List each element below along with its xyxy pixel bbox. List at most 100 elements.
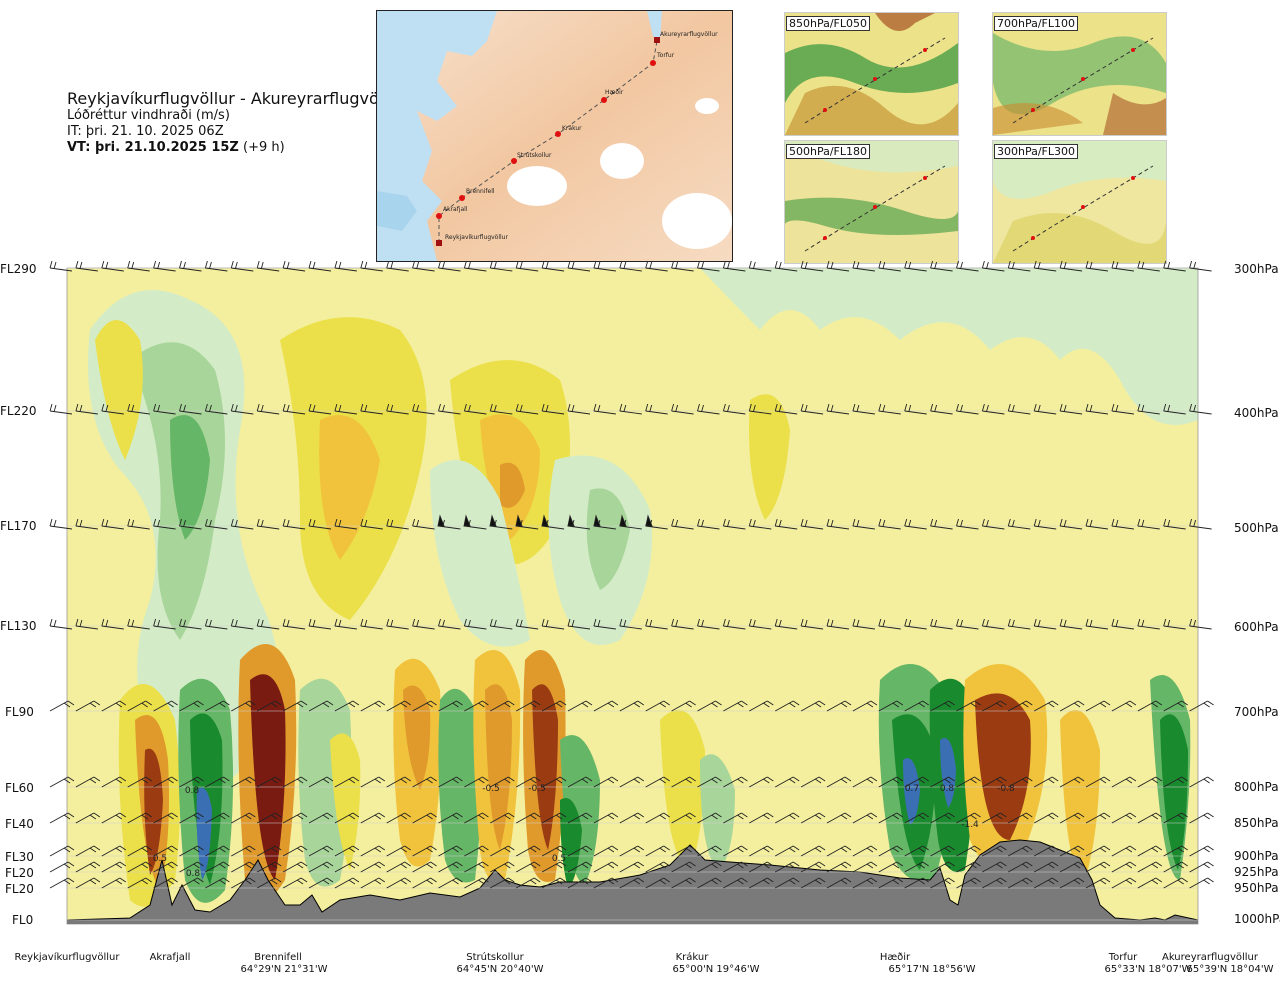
wind-barb <box>490 861 515 873</box>
wind-barb <box>75 776 101 788</box>
up-lobe-2-core <box>319 415 380 560</box>
wind-barb <box>722 260 746 272</box>
wind-barb <box>360 776 386 788</box>
wind-barb <box>386 861 411 873</box>
wind-barb <box>49 260 73 272</box>
wind-barb <box>982 700 1007 712</box>
wind-barb <box>204 518 228 530</box>
wind-barb <box>153 618 176 630</box>
panel-700-label: 700hPa/FL100 <box>994 16 1079 31</box>
wind-barb <box>956 845 981 857</box>
wind-barb <box>179 618 202 630</box>
wind-barb <box>619 700 645 712</box>
annotation-value: -0.8 <box>997 784 1015 794</box>
wind-flag <box>489 514 497 527</box>
wind-barb <box>748 260 772 272</box>
wind-barb <box>515 403 539 415</box>
wind-flag <box>593 514 601 527</box>
route-point-name: Akrafjall <box>150 952 191 963</box>
wind-barb <box>1007 618 1031 630</box>
wind-barb <box>334 845 360 857</box>
wind-barb <box>49 877 75 889</box>
up-lobe-4 <box>749 394 790 520</box>
wind-barb <box>619 776 645 788</box>
up-lobe-3-core <box>500 462 525 508</box>
wind-barb <box>904 518 927 530</box>
wind-barb <box>852 877 878 889</box>
wind-barb <box>1033 618 1057 630</box>
map-label-brennifell: Brennifell <box>466 188 495 195</box>
wind-barb <box>1137 845 1163 857</box>
wind-barb <box>282 812 308 824</box>
wind-barb <box>619 403 642 415</box>
wind-barb <box>697 776 722 788</box>
wind-barb <box>878 700 904 712</box>
route-point-coord: 65°00'N 19°46'W <box>673 964 760 975</box>
route-point-name: Torfur <box>1108 952 1138 963</box>
wind-barb <box>852 618 875 630</box>
wind-barb <box>179 861 204 873</box>
wind-barb <box>645 812 670 824</box>
wind-flag <box>645 514 653 527</box>
wind-barb <box>438 776 463 788</box>
wind-barb <box>852 518 875 530</box>
wind-barb <box>490 700 515 712</box>
panel-850: 850hPa/FL050 <box>784 12 959 136</box>
wind-barb <box>231 845 256 857</box>
wind-barb <box>334 518 357 530</box>
wind-barb <box>904 700 929 712</box>
wind-barb <box>386 776 411 788</box>
wind-barb <box>127 812 152 824</box>
wind-barb <box>179 812 204 824</box>
wind-barb <box>567 877 593 889</box>
wind-barb <box>878 877 904 889</box>
wind-barb <box>101 776 127 788</box>
wind-barb <box>360 618 383 630</box>
wind-barb <box>930 260 953 272</box>
panel-850-label: 850hPa/FL050 <box>786 16 871 31</box>
wind-barb <box>489 260 513 272</box>
route-point-coord: 65°39'N 18°04'W <box>1187 964 1274 975</box>
wind-barb <box>334 861 360 873</box>
wind-barb <box>308 518 332 530</box>
route-point-coord: 64°29'N 21°31'W <box>241 964 328 975</box>
wind-barb <box>567 812 593 824</box>
wind-barb <box>800 812 826 824</box>
wind-barb <box>153 260 176 272</box>
wind-barb <box>1163 776 1188 788</box>
wind-barb <box>878 618 901 630</box>
wind-barb <box>904 861 929 873</box>
wind-barb <box>749 861 774 873</box>
lower-layer-streaks <box>118 644 1191 907</box>
wind-barb <box>464 776 489 788</box>
wind-barb <box>956 812 981 824</box>
wind-barb <box>515 877 541 889</box>
wind-barb <box>231 776 256 788</box>
wind-barb <box>541 845 567 857</box>
wind-barb <box>541 618 565 630</box>
wind-barb <box>671 700 696 712</box>
terrain-silhouette <box>67 839 1198 924</box>
route-point-name: Akureyrarflugvöllur <box>1162 952 1259 963</box>
wind-barb <box>800 861 826 873</box>
wind-barb <box>489 618 513 630</box>
wind-barb <box>360 403 383 415</box>
wind-barb <box>774 877 800 889</box>
fl-label: FL220 <box>0 404 37 418</box>
wind-barb <box>671 260 694 272</box>
wind-barb <box>826 812 852 824</box>
route-point-name: Brennifell <box>254 952 302 963</box>
route-point-coord: 65°17'N 18°56'W <box>889 964 976 975</box>
wind-barb <box>800 776 826 788</box>
wind-barb <box>671 776 696 788</box>
wind-barb <box>697 618 720 630</box>
wind-barb <box>904 403 927 415</box>
map-label-akureyri: Akureyrarflugvöllur <box>660 31 718 38</box>
wind-barb <box>334 877 360 889</box>
wind-barb <box>438 861 463 873</box>
map-glacier-3 <box>662 193 732 249</box>
wind-barb <box>464 700 489 712</box>
fl-label: FL170 <box>0 519 37 533</box>
wind-barb <box>1033 812 1059 824</box>
map-marker-haedir <box>601 97 607 103</box>
